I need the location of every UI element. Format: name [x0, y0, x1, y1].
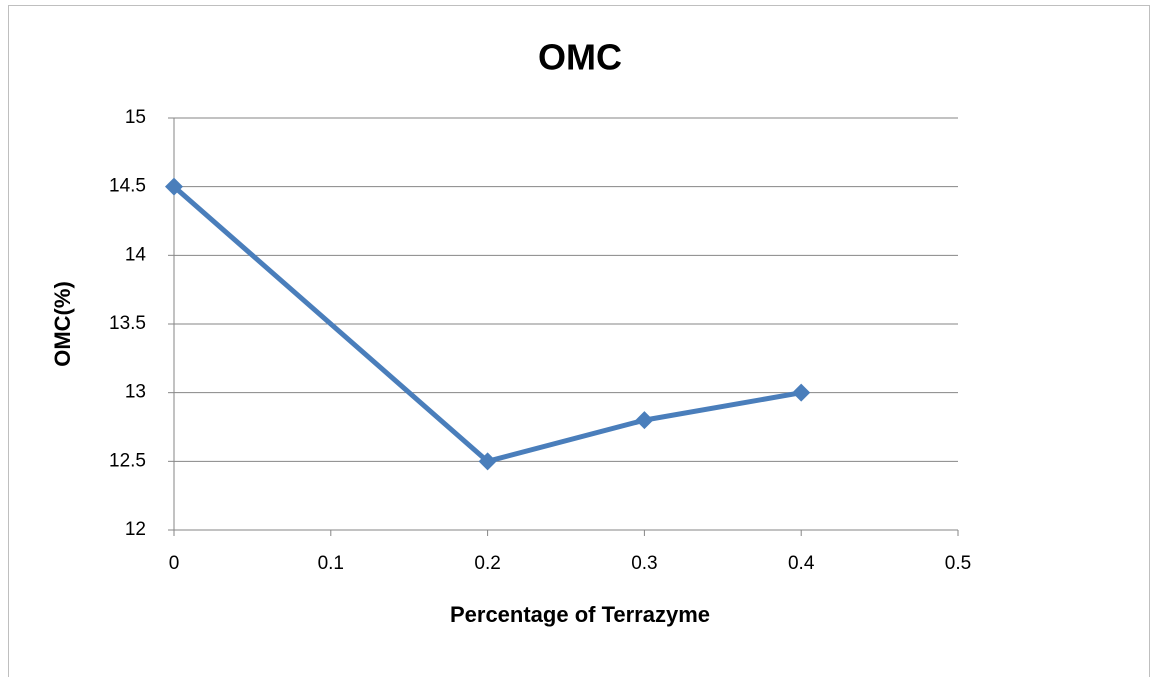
data-marker — [478, 452, 497, 471]
x-axis-label: Percentage of Terrazyme — [450, 602, 710, 627]
x-tick-label: 0 — [169, 553, 180, 574]
data-line — [172, 184, 802, 464]
y-tick-label: 13.5 — [109, 313, 146, 334]
x-tick-label: 0.1 — [318, 553, 344, 574]
y-axis-label: OMC(%) — [50, 281, 75, 367]
x-tick-label: 0.4 — [788, 553, 815, 574]
chart-frame — [8, 5, 1150, 677]
x-tick-label: 0.5 — [945, 553, 971, 574]
data-marker — [165, 177, 183, 196]
x-tick-label: 0.2 — [474, 553, 500, 574]
y-tick-label: 15 — [125, 107, 146, 128]
data-marker — [792, 383, 811, 402]
y-tick-label: 12.5 — [109, 450, 146, 471]
x-tick-label: 0.3 — [631, 553, 657, 574]
y-tick-label: 14.5 — [109, 176, 146, 197]
y-tick-label: 13 — [125, 382, 146, 403]
data-marker — [635, 411, 654, 430]
y-tick-label: 12 — [125, 519, 146, 540]
chart-title: OMC — [538, 37, 622, 78]
y-tick-label: 14 — [125, 244, 147, 265]
